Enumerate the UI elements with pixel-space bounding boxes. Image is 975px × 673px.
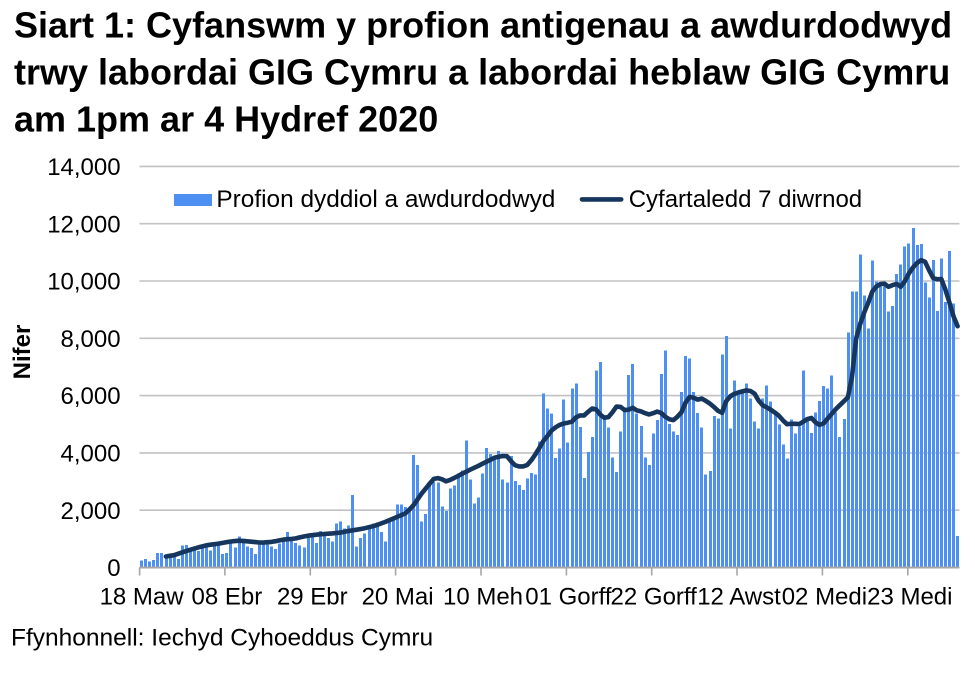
svg-text:02 Medi: 02 Medi [782, 584, 867, 611]
svg-text:8,000: 8,000 [61, 326, 121, 353]
svg-text:Profion dyddiol a awdurdodwyd: Profion dyddiol a awdurdodwyd [216, 186, 555, 213]
svg-text:29 Ebr: 29 Ebr [277, 584, 348, 611]
svg-text:Cyfartaledd 7 diwrnod: Cyfartaledd 7 diwrnod [629, 186, 862, 213]
svg-text:10 Meh: 10 Meh [443, 584, 523, 611]
svg-text:6,000: 6,000 [61, 383, 121, 410]
svg-text:Nifer: Nifer [9, 325, 36, 380]
svg-text:Siart 1: Cyfanswm y profion an: Siart 1: Cyfanswm y profion antigenau a … [14, 5, 952, 46]
svg-text:4,000: 4,000 [61, 441, 121, 468]
svg-text:22 Gorff: 22 Gorff [611, 584, 698, 611]
svg-text:12 Awst: 12 Awst [697, 584, 781, 611]
svg-text:am 1pm ar 4 Hydref 2020: am 1pm ar 4 Hydref 2020 [14, 99, 438, 140]
svg-text:20 Mai: 20 Mai [362, 584, 434, 611]
svg-text:trwy labordai GIG Cymru a labo: trwy labordai GIG Cymru a labordai hebla… [14, 52, 950, 93]
svg-text:01 Gorff: 01 Gorff [525, 584, 612, 611]
svg-text:12,000: 12,000 [47, 211, 120, 238]
svg-text:0: 0 [107, 555, 120, 582]
svg-text:18 Maw: 18 Maw [100, 584, 185, 611]
svg-text:08 Ebr: 08 Ebr [192, 584, 263, 611]
svg-text:14,000: 14,000 [47, 154, 120, 181]
svg-text:23 Medi: 23 Medi [867, 584, 952, 611]
svg-text:10,000: 10,000 [47, 269, 120, 296]
svg-text:Ffynhonnell: Iechyd Cyhoeddus: Ffynhonnell: Iechyd Cyhoeddus Cymru [11, 624, 433, 651]
svg-text:2,000: 2,000 [61, 498, 121, 525]
